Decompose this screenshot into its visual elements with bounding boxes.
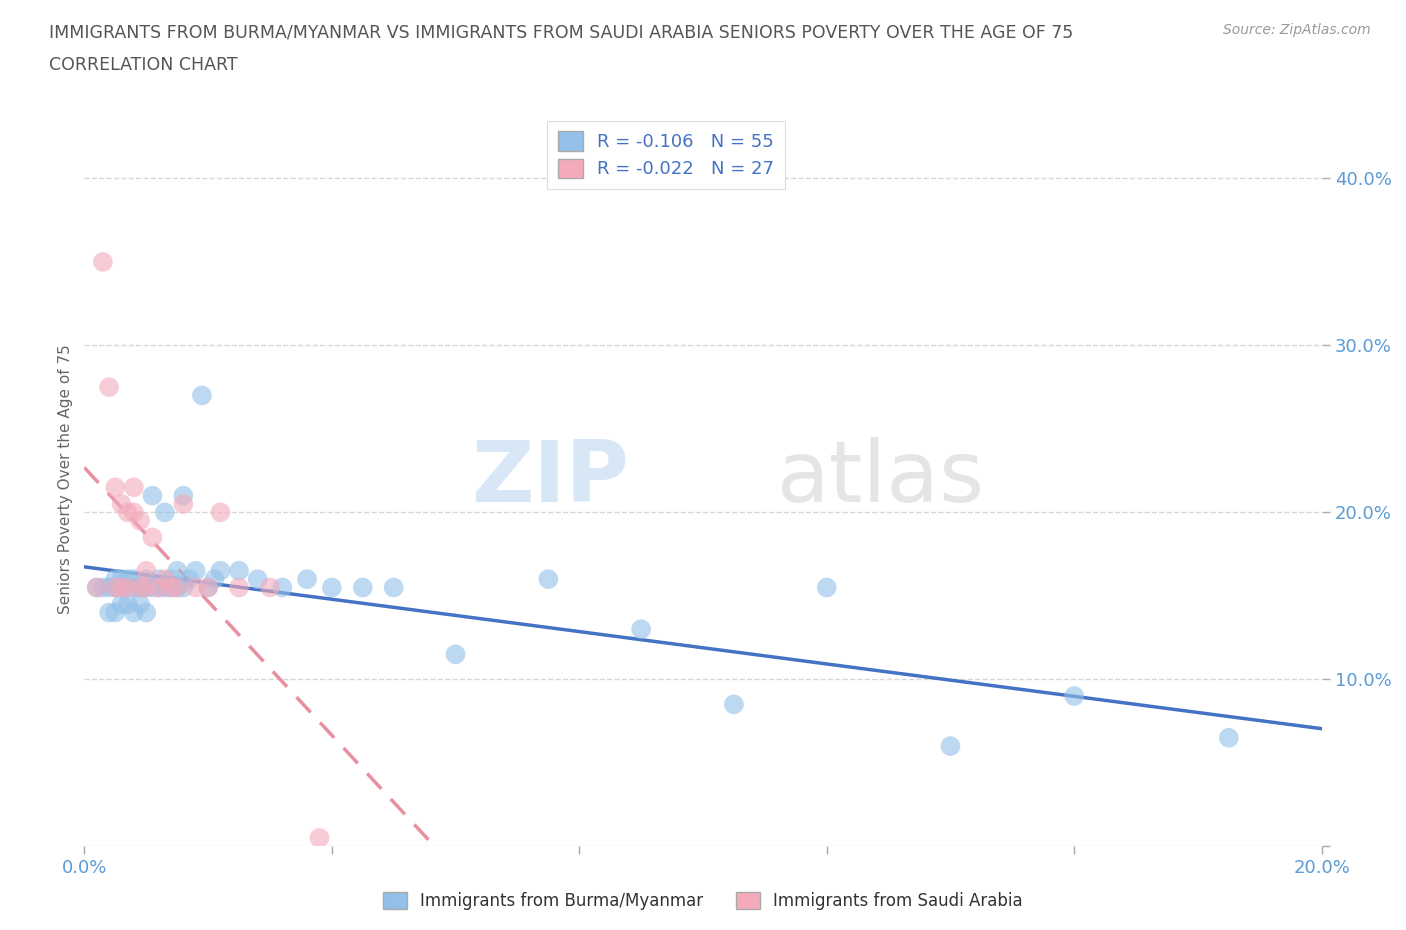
Point — [166, 580, 188, 595]
Point — [91, 255, 114, 270]
Y-axis label: Seniors Poverty Over the Age of 75: Seniors Poverty Over the Age of 75 — [58, 344, 73, 614]
Point — [382, 580, 405, 595]
Point — [172, 580, 194, 595]
Point — [129, 513, 152, 528]
Point — [148, 580, 170, 595]
Point — [184, 564, 207, 578]
Point — [815, 580, 838, 595]
Point — [104, 572, 127, 587]
Point — [308, 830, 330, 845]
Legend: Immigrants from Burma/Myanmar, Immigrants from Saudi Arabia: Immigrants from Burma/Myanmar, Immigrant… — [377, 885, 1029, 917]
Point — [148, 580, 170, 595]
Point — [1218, 730, 1240, 745]
Point — [259, 580, 281, 595]
Point — [110, 580, 132, 595]
Point — [86, 580, 108, 595]
Point — [209, 505, 232, 520]
Point — [129, 597, 152, 612]
Text: CORRELATION CHART: CORRELATION CHART — [49, 56, 238, 73]
Point — [135, 564, 157, 578]
Point — [197, 580, 219, 595]
Point — [110, 580, 132, 595]
Point — [191, 388, 214, 403]
Point — [197, 580, 219, 595]
Point — [228, 580, 250, 595]
Text: ZIP: ZIP — [471, 437, 628, 521]
Point — [117, 505, 139, 520]
Point — [246, 572, 269, 587]
Point — [153, 572, 176, 587]
Point — [104, 480, 127, 495]
Point — [129, 580, 152, 595]
Point — [444, 647, 467, 662]
Point — [148, 572, 170, 587]
Point — [110, 572, 132, 587]
Point — [160, 572, 183, 587]
Point — [117, 580, 139, 595]
Point — [166, 564, 188, 578]
Point — [135, 605, 157, 620]
Point — [129, 580, 152, 595]
Point — [179, 572, 201, 587]
Point — [184, 580, 207, 595]
Point — [98, 605, 121, 620]
Point — [117, 597, 139, 612]
Point — [228, 564, 250, 578]
Point — [630, 622, 652, 637]
Point — [141, 530, 163, 545]
Point — [122, 572, 145, 587]
Point — [160, 580, 183, 595]
Point — [104, 580, 127, 595]
Point — [160, 580, 183, 595]
Point — [166, 580, 188, 595]
Point — [723, 697, 745, 711]
Point — [86, 580, 108, 595]
Point — [104, 605, 127, 620]
Point — [209, 564, 232, 578]
Point — [98, 379, 121, 394]
Point — [122, 480, 145, 495]
Point — [91, 580, 114, 595]
Point — [153, 505, 176, 520]
Text: atlas: atlas — [778, 437, 986, 521]
Point — [135, 580, 157, 595]
Text: IMMIGRANTS FROM BURMA/MYANMAR VS IMMIGRANTS FROM SAUDI ARABIA SENIORS POVERTY OV: IMMIGRANTS FROM BURMA/MYANMAR VS IMMIGRA… — [49, 23, 1073, 41]
Point — [537, 572, 560, 587]
Point — [122, 505, 145, 520]
Point — [271, 580, 294, 595]
Point — [172, 488, 194, 503]
Text: Source: ZipAtlas.com: Source: ZipAtlas.com — [1223, 23, 1371, 37]
Point — [117, 580, 139, 595]
Point — [352, 580, 374, 595]
Point — [202, 572, 225, 587]
Point — [135, 572, 157, 587]
Point — [141, 488, 163, 503]
Point — [321, 580, 343, 595]
Point — [104, 580, 127, 595]
Point — [135, 580, 157, 595]
Legend: R = -0.106   N = 55, R = -0.022   N = 27: R = -0.106 N = 55, R = -0.022 N = 27 — [547, 121, 785, 190]
Point — [172, 497, 194, 512]
Point — [98, 580, 121, 595]
Point — [110, 597, 132, 612]
Point — [295, 572, 318, 587]
Point — [1063, 688, 1085, 703]
Point — [939, 738, 962, 753]
Point — [110, 497, 132, 512]
Point — [122, 580, 145, 595]
Point — [129, 580, 152, 595]
Point — [153, 580, 176, 595]
Point — [117, 572, 139, 587]
Point — [141, 580, 163, 595]
Point — [122, 605, 145, 620]
